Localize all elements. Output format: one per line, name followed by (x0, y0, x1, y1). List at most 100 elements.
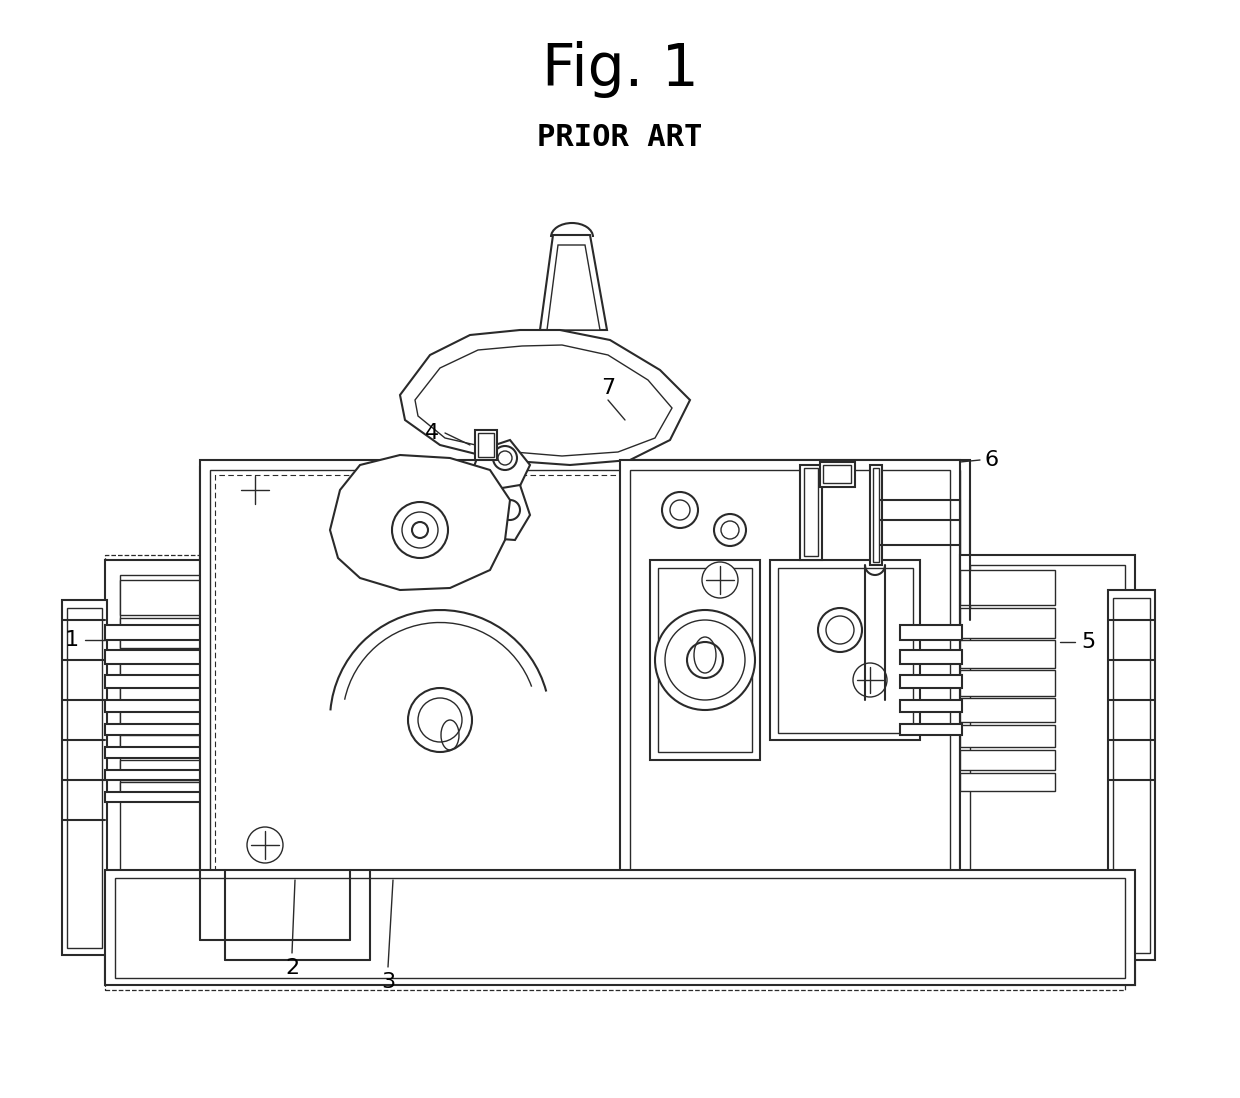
Bar (475, 430, 497, 460)
Circle shape (670, 500, 689, 520)
Bar (960, 725, 1055, 747)
Circle shape (408, 688, 472, 752)
Bar (120, 650, 210, 677)
Polygon shape (476, 485, 529, 540)
Bar (1114, 598, 1149, 953)
Bar (62, 600, 107, 955)
Text: 3: 3 (381, 972, 396, 991)
Bar (658, 568, 751, 752)
Polygon shape (472, 440, 529, 495)
Bar (970, 565, 1125, 981)
Circle shape (655, 610, 755, 710)
Bar (777, 568, 913, 733)
Bar (900, 650, 962, 664)
Polygon shape (295, 770, 350, 799)
Bar (120, 782, 210, 800)
Circle shape (687, 642, 723, 677)
Text: 7: 7 (601, 378, 615, 397)
Polygon shape (263, 648, 317, 677)
Circle shape (412, 522, 428, 538)
Bar (105, 554, 1125, 990)
Bar (630, 470, 950, 955)
Bar (960, 570, 1055, 605)
Bar (200, 467, 401, 887)
Circle shape (826, 616, 854, 645)
Text: Fig. 1: Fig. 1 (542, 42, 698, 99)
Text: PRIOR ART: PRIOR ART (537, 123, 703, 153)
Circle shape (247, 827, 283, 863)
Polygon shape (257, 624, 311, 653)
Bar (105, 560, 280, 981)
Bar (820, 462, 856, 488)
Circle shape (498, 451, 512, 464)
Bar (275, 478, 303, 498)
Text: 4: 4 (425, 423, 439, 442)
Polygon shape (275, 696, 331, 727)
Bar (120, 580, 210, 615)
Bar (960, 554, 1135, 985)
Bar (105, 675, 219, 688)
Polygon shape (308, 818, 363, 848)
Polygon shape (539, 235, 608, 330)
Bar (105, 724, 219, 735)
Bar (105, 770, 219, 780)
Bar (800, 464, 822, 560)
Polygon shape (231, 527, 286, 557)
Bar (105, 870, 1135, 985)
Circle shape (818, 608, 862, 652)
Bar (120, 760, 210, 780)
Bar (900, 724, 962, 735)
Polygon shape (330, 455, 510, 590)
Bar (870, 464, 882, 565)
Bar (120, 575, 265, 970)
Bar (120, 735, 210, 757)
Bar (960, 698, 1055, 722)
Circle shape (662, 492, 698, 528)
Polygon shape (218, 478, 273, 508)
Bar (650, 560, 760, 760)
Circle shape (392, 502, 448, 558)
Text: 5: 5 (1081, 632, 1095, 652)
Bar (1109, 590, 1154, 960)
Bar (960, 608, 1055, 638)
Circle shape (500, 500, 520, 520)
Bar (120, 618, 210, 648)
Polygon shape (547, 245, 600, 330)
Polygon shape (289, 746, 343, 775)
Bar (873, 468, 879, 562)
Text: 2: 2 (285, 957, 299, 978)
Bar (115, 878, 1125, 978)
Bar (900, 675, 962, 688)
Polygon shape (250, 600, 305, 629)
Polygon shape (237, 551, 293, 581)
Bar (105, 792, 219, 802)
Circle shape (237, 472, 273, 508)
Text: 1: 1 (64, 630, 79, 650)
Bar (477, 433, 494, 457)
Bar (960, 773, 1055, 791)
Polygon shape (415, 345, 672, 456)
Polygon shape (283, 721, 337, 751)
Bar (200, 460, 970, 981)
Circle shape (702, 562, 738, 598)
Circle shape (418, 698, 463, 742)
Polygon shape (269, 672, 325, 703)
Bar (900, 701, 962, 712)
Bar (770, 560, 920, 740)
Polygon shape (244, 575, 299, 605)
Bar (120, 680, 210, 706)
Bar (823, 464, 851, 483)
Bar (620, 460, 960, 960)
Bar (210, 470, 960, 975)
Bar (105, 625, 219, 640)
Text: 6: 6 (985, 450, 999, 470)
Polygon shape (224, 502, 279, 533)
Circle shape (402, 512, 438, 548)
Polygon shape (401, 330, 689, 464)
Circle shape (494, 446, 517, 470)
Circle shape (714, 514, 746, 546)
Bar (215, 475, 950, 970)
Circle shape (853, 663, 887, 697)
Circle shape (720, 520, 739, 539)
Bar (804, 468, 818, 556)
